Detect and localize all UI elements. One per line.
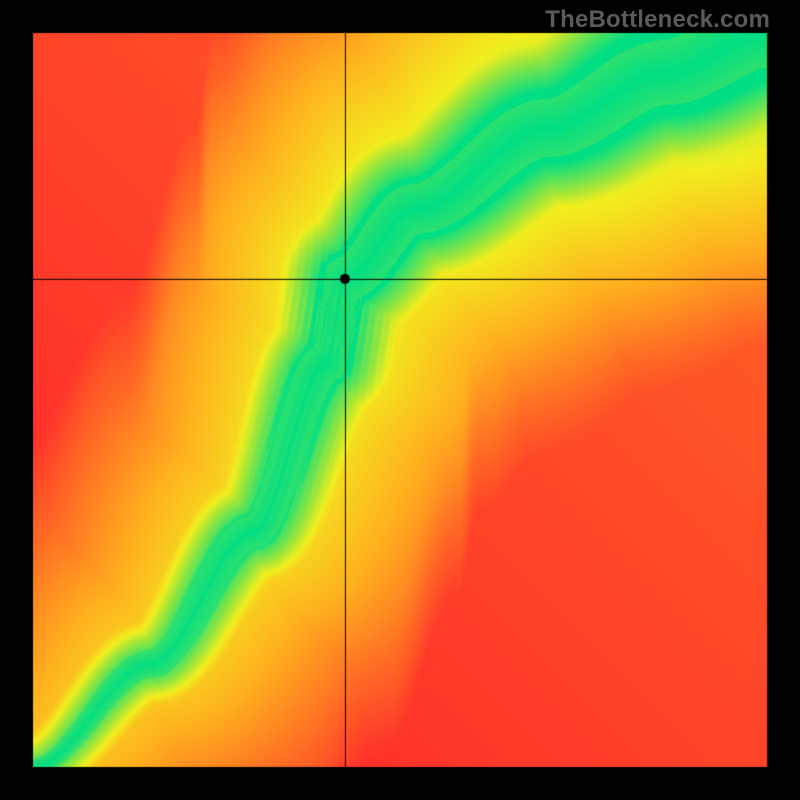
- chart-container: TheBottleneck.com: [0, 0, 800, 800]
- watermark-text: TheBottleneck.com: [545, 6, 770, 34]
- heatmap-canvas: [0, 0, 800, 800]
